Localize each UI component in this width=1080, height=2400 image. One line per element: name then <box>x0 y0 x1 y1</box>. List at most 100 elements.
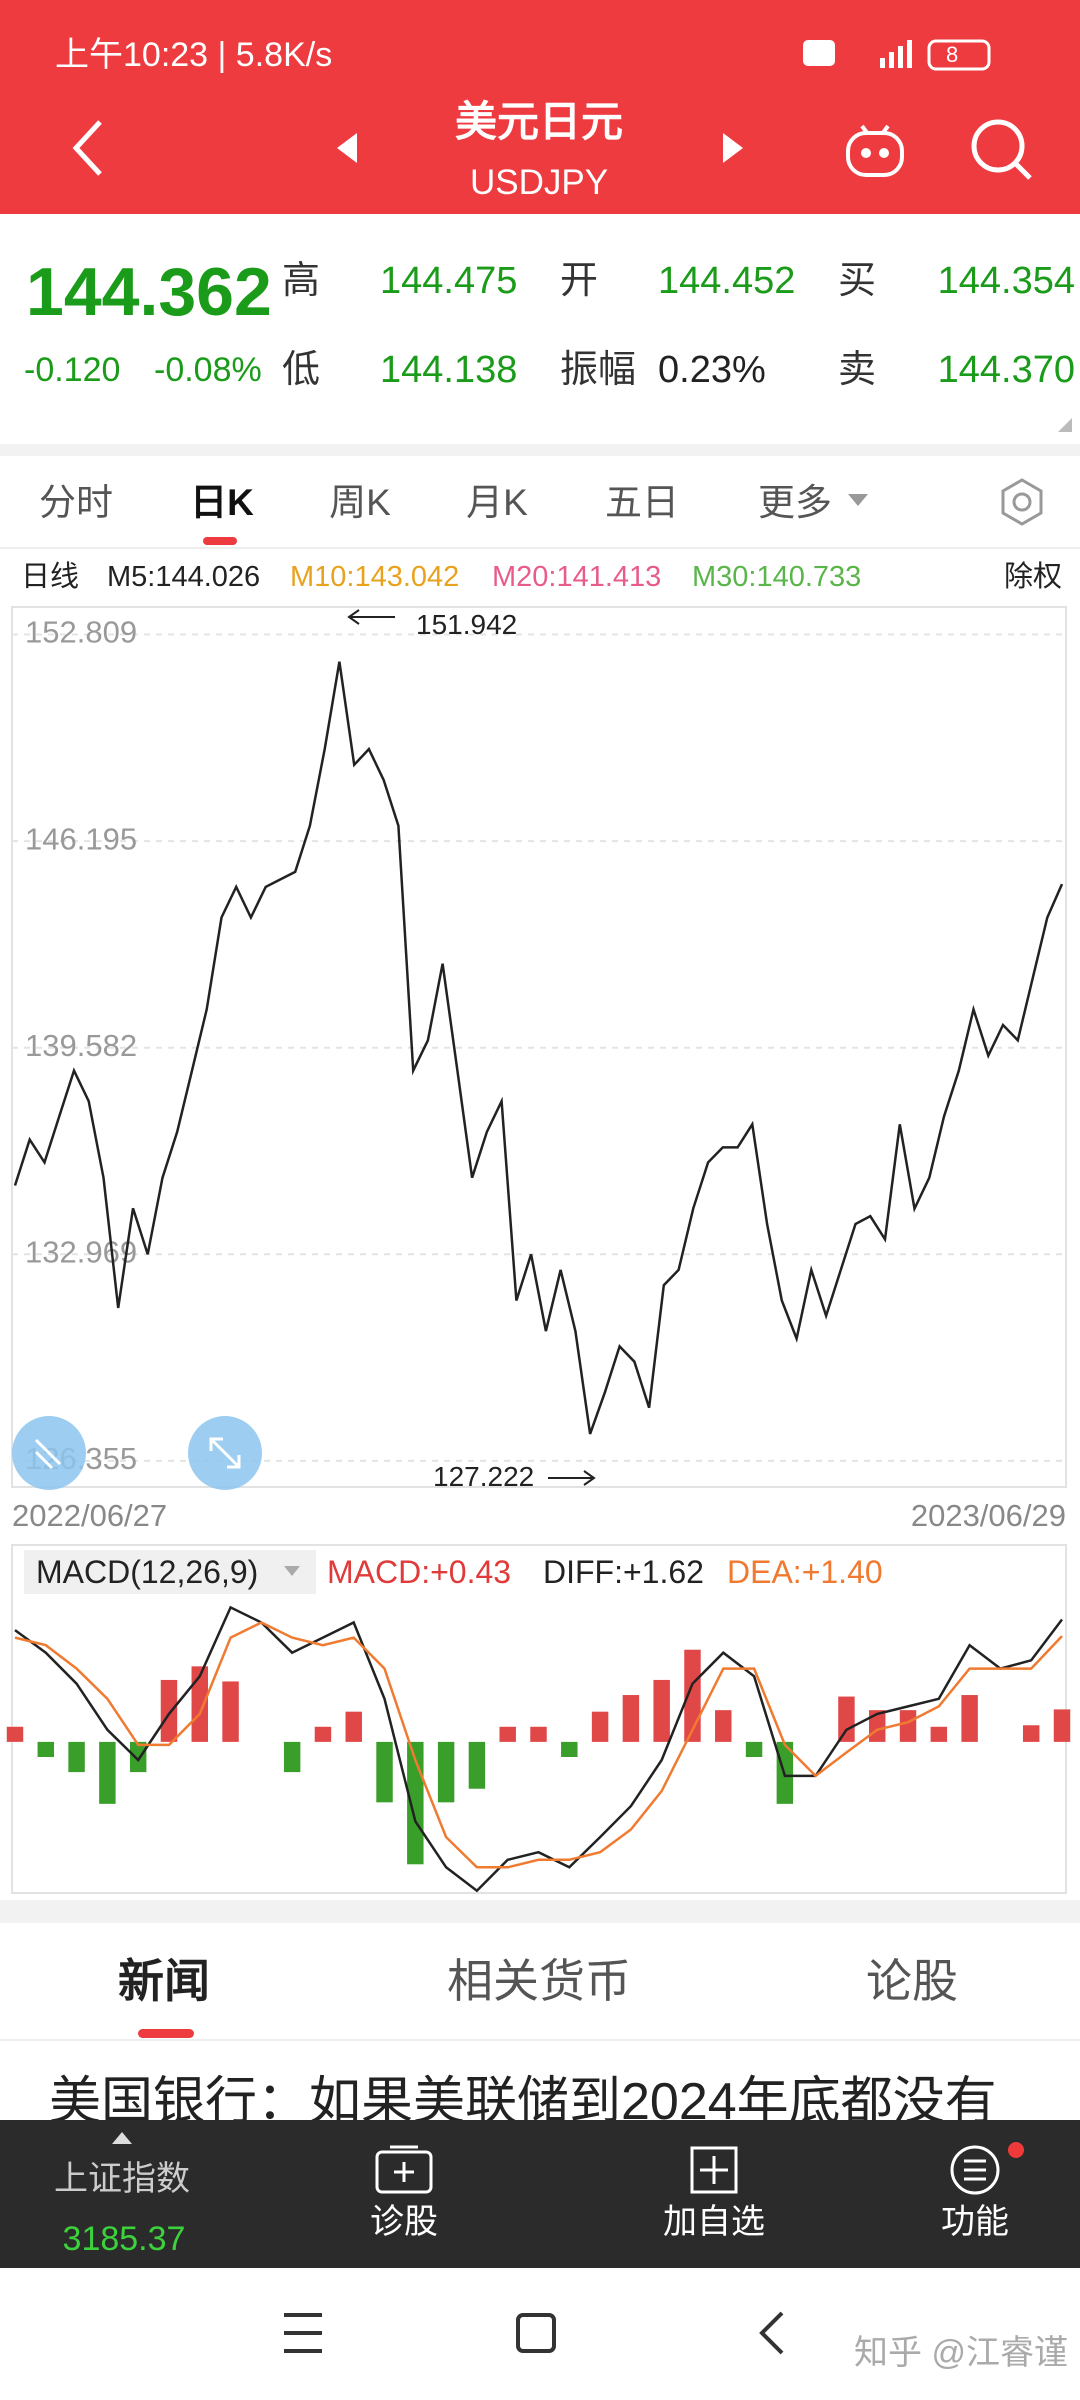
macd-bar <box>745 1741 763 1757</box>
battery-icon <box>927 39 991 71</box>
ma20: M20:141.413 <box>492 561 662 593</box>
macd-bar <box>99 1741 116 1804</box>
news-tab[interactable]: 论股 <box>866 1955 958 2007</box>
news-underline <box>138 2029 194 2038</box>
menu-icon[interactable] <box>950 2145 1000 2195</box>
field-value: 144.475 <box>380 260 518 302</box>
separator <box>0 2039 1080 2041</box>
field-label: 高 <box>282 260 321 302</box>
corner-mark <box>1058 418 1072 432</box>
macd-line <box>14 1605 1063 1893</box>
field-value: 144.354 <box>937 260 1075 302</box>
macd-bar <box>437 1741 455 1803</box>
back-icon[interactable] <box>72 120 102 176</box>
y-tick-label: 139.582 <box>25 1028 137 1063</box>
change-pct: -0.08% <box>154 351 262 389</box>
macd-bar <box>591 1711 609 1742</box>
field-label: 卖 <box>838 349 877 391</box>
battery-level: 8 <box>946 42 959 67</box>
separator <box>0 444 1080 456</box>
tab[interactable]: 五日 <box>605 482 679 523</box>
field-label: 开 <box>560 260 599 302</box>
tab[interactable]: 周K <box>329 482 391 523</box>
y-tick-label: 146.195 <box>25 821 137 856</box>
diagnose-icon[interactable] <box>375 2145 433 2194</box>
dea-value: DEA:+1.40 <box>727 1554 883 1590</box>
macd-value: MACD:+0.43 <box>327 1554 512 1590</box>
separator <box>0 547 1080 549</box>
field-value: 144.370 <box>937 349 1075 391</box>
ma-period: 日线 <box>21 561 80 593</box>
macd-bar <box>930 1726 948 1742</box>
news-tab[interactable]: 新闻 <box>118 1955 210 2007</box>
tab[interactable]: 更多 <box>758 482 832 523</box>
price-line <box>13 661 1064 1435</box>
macd-caret <box>284 1566 300 1576</box>
macd-bar <box>715 1710 732 1742</box>
field-label: 低 <box>282 349 321 391</box>
macd-bar <box>1022 1725 1040 1742</box>
more-caret <box>848 494 868 506</box>
search-icon[interactable] <box>971 119 1032 180</box>
macd-bar <box>838 1696 855 1742</box>
up-caret <box>112 2132 132 2144</box>
bar-item[interactable]: 功能 <box>941 2203 1009 2241</box>
macd-bar <box>961 1695 978 1742</box>
float-icon <box>34 1438 62 1470</box>
tab-underline <box>203 537 237 545</box>
macd-bar <box>653 1679 670 1742</box>
nav-icons[interactable] <box>284 2311 784 2355</box>
next-icon[interactable] <box>723 133 743 163</box>
badge <box>1008 2142 1024 2158</box>
settings-icon[interactable] <box>1001 478 1043 526</box>
macd-line <box>14 1621 1063 1869</box>
header-bg <box>0 0 1080 214</box>
ma5: M5:144.026 <box>107 561 261 593</box>
macd-bar <box>191 1666 208 1742</box>
signal-icon <box>880 40 912 68</box>
tab[interactable]: 日K <box>190 482 254 523</box>
ma10: M10:143.042 <box>290 561 460 593</box>
robot-icon[interactable] <box>846 124 904 177</box>
add-icon[interactable] <box>690 2146 738 2194</box>
field-label: 振幅 <box>560 349 637 391</box>
bar-item[interactable]: 诊股 <box>370 2203 438 2241</box>
separator <box>0 1900 1080 1923</box>
macd-bar <box>68 1741 85 1773</box>
header-title: 美元日元 <box>454 98 624 145</box>
macd-bar <box>129 1741 147 1773</box>
diff-value: DIFF:+1.62 <box>543 1554 704 1590</box>
macd-bar <box>314 1726 332 1742</box>
price: 144.362 <box>26 254 272 330</box>
end-date: 2023/06/29 <box>910 1498 1066 1533</box>
tab[interactable]: 月K <box>466 482 528 523</box>
macd-bar <box>160 1679 178 1742</box>
macd-bar <box>468 1741 486 1789</box>
index-value: 3185.37 <box>62 2220 186 2258</box>
y-tick-label: 152.809 <box>25 615 137 650</box>
news-tab[interactable]: 相关货币 <box>447 1955 631 2007</box>
field-value: 144.452 <box>658 260 796 302</box>
adjust[interactable]: 除权 <box>1003 561 1062 593</box>
macd-title[interactable]: MACD(12,26,9) <box>36 1554 259 1590</box>
max-label: 151.942 <box>416 609 518 640</box>
prev-icon[interactable] <box>337 133 357 163</box>
tab[interactable]: 分时 <box>39 482 113 523</box>
ma30: M30:140.733 <box>692 561 862 593</box>
index-name[interactable]: 上证指数 <box>54 2160 190 2198</box>
macd-select[interactable] <box>24 1550 316 1594</box>
min-arrow <box>548 1470 596 1486</box>
macd-bar <box>561 1741 578 1757</box>
change: -0.120 <box>24 351 121 389</box>
macd-bar <box>899 1710 917 1742</box>
hd-icon <box>803 40 835 66</box>
field-value: 0.23% <box>658 349 766 391</box>
headline[interactable]: 美国银行：如果美联储到2024年底都没有 <box>49 2073 997 2131</box>
macd-bar <box>499 1726 516 1742</box>
bar-item[interactable]: 加自选 <box>663 2203 765 2241</box>
start-date: 2022/06/27 <box>12 1498 168 1533</box>
header-subtitle: USDJPY <box>469 163 609 202</box>
macd-bar <box>283 1741 301 1773</box>
